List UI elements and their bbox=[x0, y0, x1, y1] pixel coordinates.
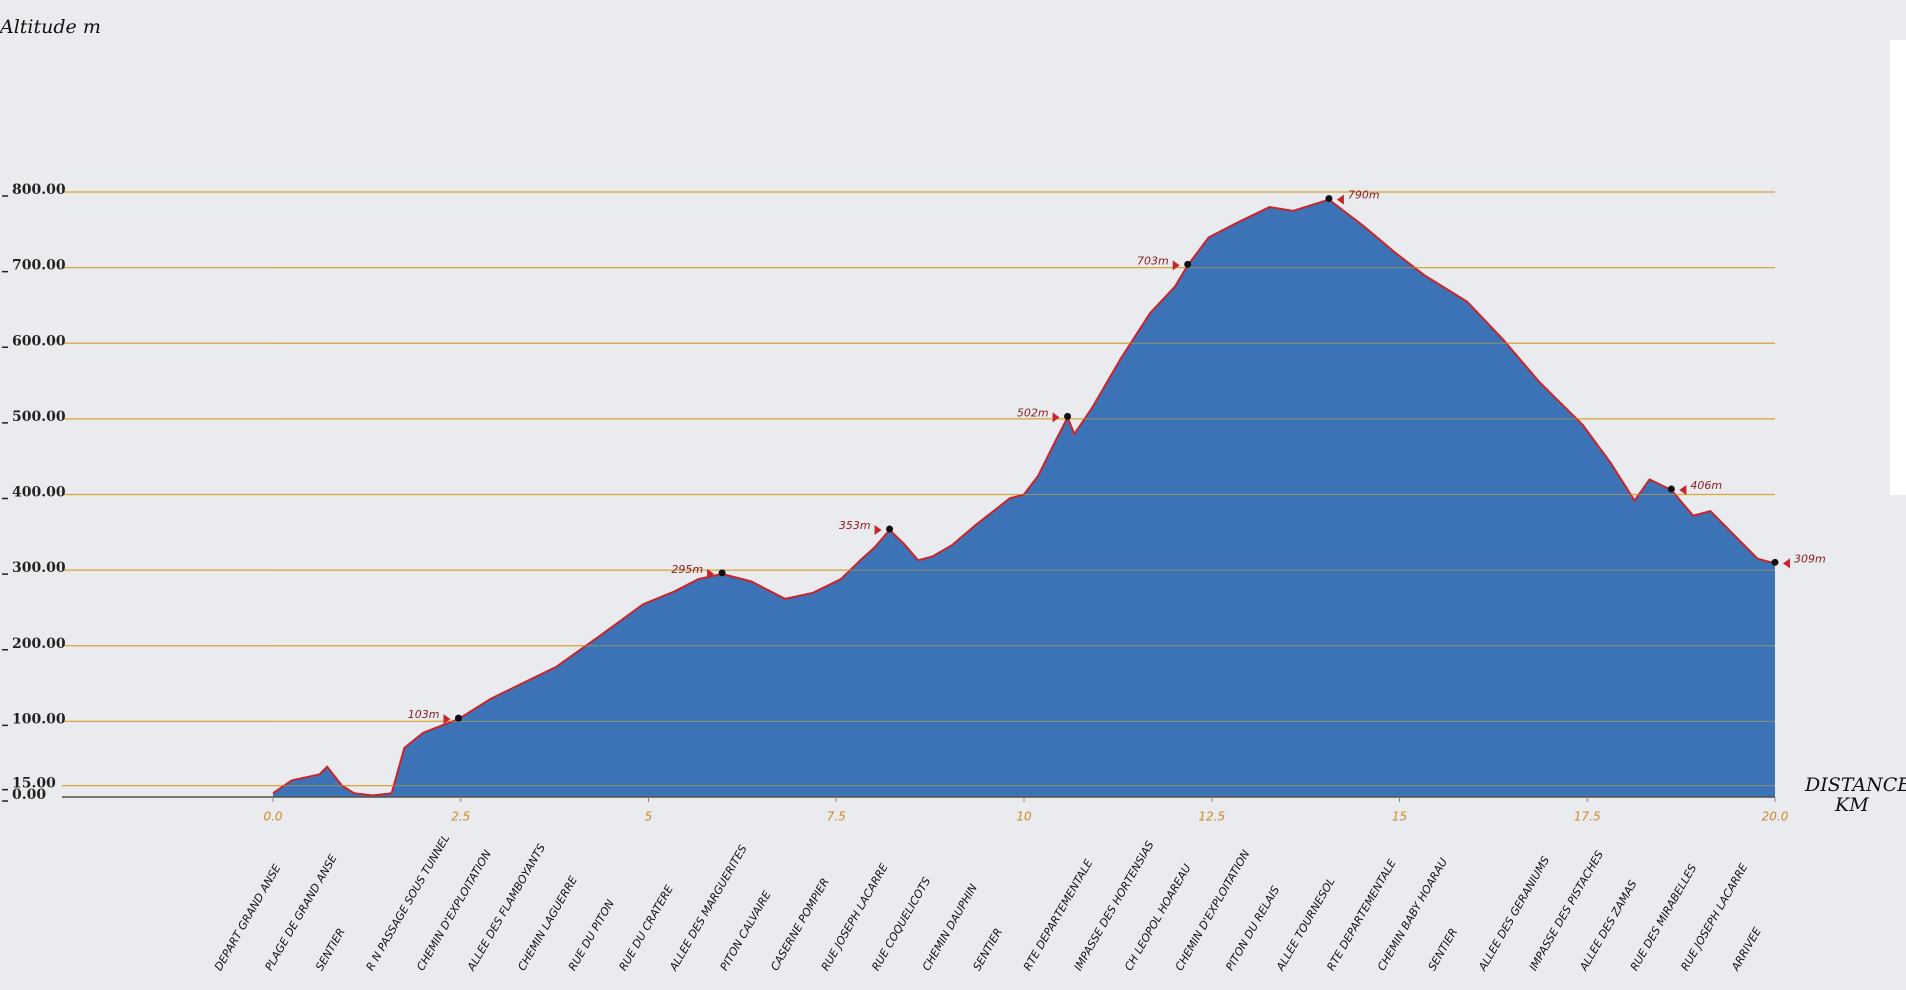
x-tick-label: 20.0 bbox=[1762, 810, 1789, 824]
annotation-point bbox=[1325, 195, 1333, 203]
annotation-label: 103m bbox=[408, 708, 440, 721]
annotation-arrow bbox=[874, 525, 882, 536]
y-tick-label: 100.00 bbox=[12, 711, 66, 727]
y-tick-label: 400.00 bbox=[12, 485, 66, 501]
annotation-label: 353m bbox=[839, 519, 871, 532]
annotation-label: 406m bbox=[1690, 479, 1722, 492]
x-tick-label: 10 bbox=[1016, 810, 1032, 824]
annotation-point bbox=[1184, 260, 1192, 268]
y-tick-label: 800.00 bbox=[12, 182, 66, 198]
x-tick-label: 12.5 bbox=[1198, 810, 1225, 824]
y-tick-label: 300.00 bbox=[12, 560, 66, 576]
annotation-point bbox=[886, 525, 894, 533]
y-tick-label: 15.00 bbox=[12, 776, 56, 792]
annotation-arrow bbox=[1336, 194, 1344, 205]
annotation-point bbox=[1667, 485, 1675, 493]
annotation-point bbox=[454, 714, 462, 722]
profile-line bbox=[272, 198, 1776, 797]
x-axis-unit: KM bbox=[1834, 794, 1869, 816]
y-tick-label: 700.00 bbox=[12, 258, 66, 274]
annotation-arrow bbox=[1172, 260, 1180, 271]
x-axis-label: DISTANCE bbox=[1804, 774, 1906, 796]
annotation-label: 309m bbox=[1794, 552, 1826, 565]
y-tick-label: 200.00 bbox=[12, 636, 66, 652]
annotation-arrow bbox=[443, 714, 451, 725]
annotation-label: 703m bbox=[1137, 254, 1169, 267]
y-tick-label: 500.00 bbox=[12, 409, 66, 425]
annotation-arrow bbox=[1679, 484, 1687, 495]
annotation-label: 295m bbox=[671, 563, 703, 576]
x-tick-label: 5 bbox=[645, 810, 653, 824]
x-tick-label: 17.5 bbox=[1574, 810, 1601, 824]
y-tick-label: 600.00 bbox=[12, 333, 66, 349]
x-tick-label: 7.5 bbox=[827, 810, 846, 824]
annotation-arrow bbox=[707, 568, 715, 579]
annotation-point bbox=[1064, 412, 1072, 420]
annotation-point bbox=[1771, 558, 1779, 566]
annotation-label: 502m bbox=[1017, 406, 1049, 419]
area bbox=[273, 199, 1775, 798]
x-tick-label: 0.0 bbox=[263, 810, 282, 824]
annotation-arrow bbox=[1052, 412, 1060, 423]
y-tick-label: 0.00 bbox=[12, 787, 46, 803]
annotation-point bbox=[718, 569, 726, 577]
x-tick-label: 15 bbox=[1392, 810, 1407, 824]
x-tick-label: 2.5 bbox=[451, 810, 470, 824]
annotation-arrow bbox=[1783, 558, 1790, 569]
y-axis-label: Altitude m bbox=[0, 16, 101, 38]
annotation-label: 790m bbox=[1348, 189, 1380, 202]
page-edge bbox=[1890, 40, 1906, 495]
